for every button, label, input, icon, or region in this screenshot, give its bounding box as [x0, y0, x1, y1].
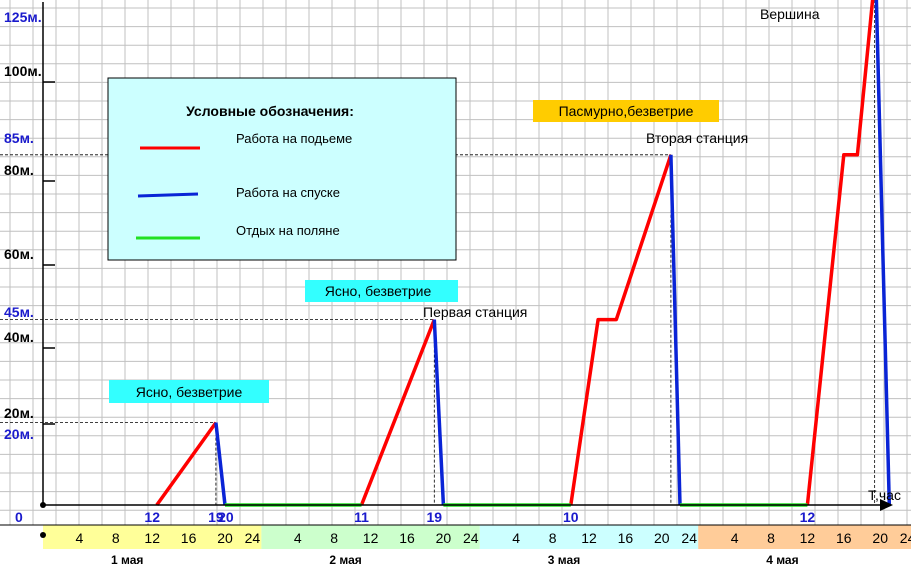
hour-tick-label: 12	[800, 530, 816, 546]
annotations: Ясно, безветрие Ясно, безветрие Пасмурно…	[109, 6, 820, 403]
y-tick-label: 40м.	[4, 329, 34, 345]
series-line	[669, 154, 682, 506]
hour-tick-label: 4	[76, 530, 84, 546]
y-event-label: 125м.	[4, 9, 42, 25]
weather-label-2: Ясно, безветрие	[325, 283, 432, 299]
legend-label-descent: Работа на спуске	[236, 185, 340, 200]
y-tick-label: 60м.	[4, 246, 34, 262]
x-event-label: 20	[218, 509, 234, 525]
series-line	[874, 0, 892, 506]
day-label: 1 мая	[111, 553, 143, 567]
hour-tick-label: 20	[872, 530, 888, 546]
axes: T,час 0 20м. 40м. 60м. 80м. 100м. 20м. 45м. 85м. 1…	[4, 2, 901, 525]
legend-label-ascent: Работа на подьеме	[236, 131, 352, 146]
hour-band	[261, 525, 480, 549]
x-event-label: 19	[427, 509, 443, 525]
hour-tick-label: 24	[245, 530, 261, 546]
day-label: 2 мая	[329, 553, 361, 567]
station-2-label: Вторая станция	[646, 130, 748, 146]
y-event-label: 85м.	[4, 130, 34, 146]
hour-tick-label: 24	[463, 530, 479, 546]
hour-tick-label: 4	[512, 530, 520, 546]
y-tick-label: 100м.	[4, 63, 42, 79]
hour-tick-label: 8	[767, 530, 775, 546]
hour-tick-label: 16	[181, 530, 197, 546]
hour-tick-label: 4	[731, 530, 739, 546]
hour-tick-label: 12	[144, 530, 160, 546]
x-axis-unit-label: T,час	[868, 487, 901, 503]
series-line	[432, 319, 446, 506]
series-line	[214, 422, 227, 506]
hour-tick-label: 20	[654, 530, 670, 546]
day-label: 3 мая	[548, 553, 580, 567]
weather-label-1: Ясно, безветрие	[136, 384, 243, 400]
weather-label-3: Пасмурно,безветрие	[559, 103, 694, 119]
legend: Условные обозначения: Работа на подьеме …	[107, 77, 457, 261]
y-tick-label: 80м.	[4, 162, 34, 178]
series-line	[569, 154, 673, 506]
y-tick-label: 20м.	[4, 405, 34, 421]
legend-label-rest: Отдых на поляне	[236, 223, 340, 238]
hour-tick-label: 24	[681, 530, 697, 546]
hour-tick-label: 12	[581, 530, 597, 546]
hour-tick-label: 16	[399, 530, 415, 546]
hour-tick-label: 16	[836, 530, 852, 546]
hour-tick-label: 16	[618, 530, 634, 546]
origin-dot	[40, 532, 46, 538]
hour-band	[479, 525, 699, 549]
hour-tick-label: 4	[294, 530, 302, 546]
x-event-label: 12	[144, 509, 160, 525]
summit-label: Вершина	[760, 6, 820, 22]
weather-box-2	[305, 280, 458, 302]
hour-band	[43, 525, 262, 549]
hour-band-strip: 4 8 12 16 20 24 1 мая 4 8 12 16 20 24 2 мая 4 8 12 16 20 24…	[0, 524, 911, 567]
hour-tick-label: 20	[436, 530, 452, 546]
weather-box-3	[533, 100, 719, 122]
day-label: 4 мая	[766, 553, 798, 567]
y-event-label: 45м.	[4, 304, 34, 320]
series-line	[805, 0, 875, 506]
legend-swatch-descent	[137, 192, 199, 198]
series-line	[155, 421, 218, 507]
hour-tick-label: 20	[217, 530, 233, 546]
hour-tick-label: 8	[112, 530, 120, 546]
hour-tick-label: 24	[900, 530, 911, 546]
weather-box-1	[109, 380, 269, 403]
series-line	[359, 318, 436, 506]
x-event-label: 19	[208, 509, 224, 525]
y-origin-label: 0	[15, 509, 23, 525]
x-event-label: 11	[354, 509, 369, 525]
y-event-label: 20м.	[4, 426, 34, 442]
legend-title: Условные обозначения:	[186, 103, 354, 119]
station-1-label: Первая станция	[423, 304, 527, 320]
axis-origin-dot	[40, 502, 46, 508]
x-event-label: 10	[563, 509, 579, 525]
legend-box	[107, 77, 457, 261]
x-axis-arrow	[880, 499, 893, 511]
x-event-label: 12	[800, 509, 816, 525]
hour-tick-label: 12	[363, 530, 379, 546]
hour-band	[698, 525, 911, 549]
hour-tick-label: 8	[549, 530, 557, 546]
hour-tick-label: 8	[330, 530, 338, 546]
